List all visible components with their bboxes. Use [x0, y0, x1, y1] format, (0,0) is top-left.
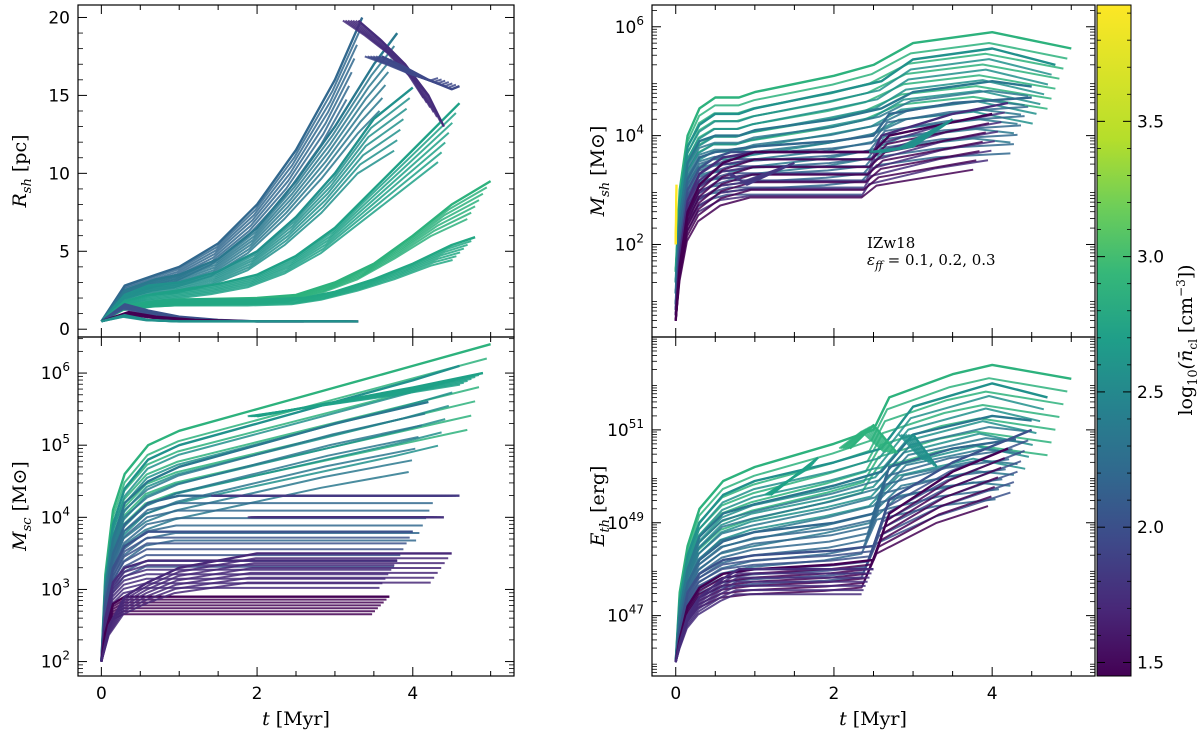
series-line-2: [100, 107, 408, 323]
colorbar-gradient: [1096, 4, 1132, 677]
series-line-1: [100, 32, 399, 323]
series-line-9: [355, 19, 442, 123]
colorbar-tick-label: 3.0: [1137, 248, 1164, 268]
series-line-7: [838, 430, 885, 453]
colorbar-tick-label: 3.5: [1137, 112, 1164, 132]
y-tick-label: 102: [41, 649, 70, 673]
series-line-2: [100, 118, 404, 323]
panel-bottom-right: 0 2 4 1047 1049 1051 Eth [erg] t [Myr]: [587, 336, 1096, 730]
panel-top-right: 102 104 106 Msh [M⊙] IZw18 εff = 0.1, 0.2,…: [587, 4, 1096, 338]
y-tick-label: 104: [615, 123, 644, 147]
series-line-7: [727, 164, 788, 183]
series-line-9: [898, 433, 922, 459]
y-tick-label: 1051: [607, 417, 644, 441]
series-line-7: [100, 571, 438, 662]
series-group: [674, 363, 1072, 663]
series-line-6: [674, 593, 862, 663]
y-tick-label: 102: [615, 231, 644, 255]
y-tick-label: 10: [48, 164, 70, 184]
series-line-6: [100, 595, 390, 662]
series-line-6: [674, 168, 974, 321]
series-line-2: [100, 139, 398, 323]
panel-bottom-left: 0 2 4 102 103 104 105 106 Msc [M⊙] t [Myr]: [9, 336, 515, 730]
y-tick-label: 106: [41, 360, 70, 384]
series-line-1: [100, 364, 460, 662]
tick-group: 0 2 4 1047 1049 1051: [607, 337, 1095, 704]
series-line-3: [100, 151, 443, 323]
series-line-9: [342, 19, 425, 99]
series-line-6: [674, 131, 986, 321]
tick-group: 102 104 106: [615, 5, 1095, 338]
y-axis-label: Msc [M⊙]: [9, 461, 35, 552]
colorbar-tick-label: 2.5: [1137, 383, 1164, 403]
series-line-10: [247, 383, 461, 418]
x-tick-label: 4: [407, 684, 418, 704]
y-axis-label: Eth [erg]: [587, 466, 613, 548]
series-line-9: [352, 19, 438, 118]
y-tick-label: 104: [41, 504, 70, 528]
y-tick-label: 15: [48, 86, 70, 106]
annotation-galaxy: IZw18: [867, 234, 915, 252]
series-line-0: [100, 17, 364, 323]
series-line-6: [100, 610, 375, 662]
y-tick-label: 105: [41, 432, 70, 456]
series-line-9: [868, 127, 937, 153]
tick-group: 0 2 4 102 103 104 105 106: [41, 337, 514, 704]
series-group: [674, 31, 1072, 321]
x-tick-label: 2: [829, 684, 840, 704]
x-tick-label: 4: [987, 684, 998, 704]
series-line-9: [912, 433, 938, 468]
series-line-8: [764, 466, 811, 496]
series-line-1: [100, 45, 396, 323]
series-line-9: [900, 433, 925, 461]
colorbar-ticks: 1.5 2.0 2.5 3.0 3.5: [1097, 12, 1164, 673]
colorbar-tick-label: 2.0: [1137, 518, 1164, 538]
series-line-9: [907, 433, 933, 465]
colorbar-tick-label: 1.5: [1137, 653, 1164, 673]
x-axis-label: t [Myr]: [262, 708, 330, 730]
series-line-8: [674, 200, 678, 245]
tick-group: 0 5 10 15 20: [48, 5, 514, 340]
series-group: [100, 343, 491, 662]
series-line-9: [902, 433, 928, 462]
series-line-9: [909, 433, 935, 467]
series-line-1: [100, 378, 457, 662]
series-group: [100, 17, 492, 323]
annotation-efficiency: εff = 0.1, 0.2, 0.3: [867, 251, 996, 272]
series-line-9: [357, 19, 445, 128]
x-tick-label: 0: [96, 684, 107, 704]
series-line-2: [100, 128, 401, 323]
y-axis-label: Rsh [pc]: [9, 134, 35, 208]
series-line-2: [100, 97, 411, 323]
panel-top-left: 0 5 10 15 20 Rsh [pc]: [9, 4, 515, 340]
series-line-6: [100, 613, 373, 662]
series-line-0: [100, 30, 361, 322]
x-axis-label: t [Myr]: [839, 708, 907, 730]
series-line-7: [100, 581, 431, 662]
y-tick-label: 1047: [607, 603, 644, 627]
y-tick-label: 5: [59, 242, 70, 262]
x-tick-label: 0: [670, 684, 681, 704]
colorbar-label: log10(n̄cl [cm−3]): [1174, 264, 1200, 415]
x-tick-label: 2: [252, 684, 263, 704]
series-line-10: [364, 55, 439, 82]
y-tick-label: 0: [59, 320, 70, 340]
y-tick-label: 1049: [607, 510, 644, 534]
series-line-6: [100, 607, 378, 662]
y-axis-label: Msh [M⊙]: [587, 126, 613, 218]
series-line-5: [100, 259, 453, 323]
y-tick-label: 103: [41, 576, 70, 600]
series-line-2: [100, 86, 414, 323]
series-line-7: [848, 424, 899, 454]
series-line-8: [101, 315, 343, 323]
y-tick-label: 20: [48, 8, 70, 28]
colorbar: 1.5 2.0 2.5 3.0 3.5 log10(n̄cl [cm−3]): [1096, 4, 1200, 677]
series-line-9: [905, 433, 930, 464]
y-tick-label: 106: [615, 14, 644, 38]
series-line-0: [100, 44, 358, 322]
